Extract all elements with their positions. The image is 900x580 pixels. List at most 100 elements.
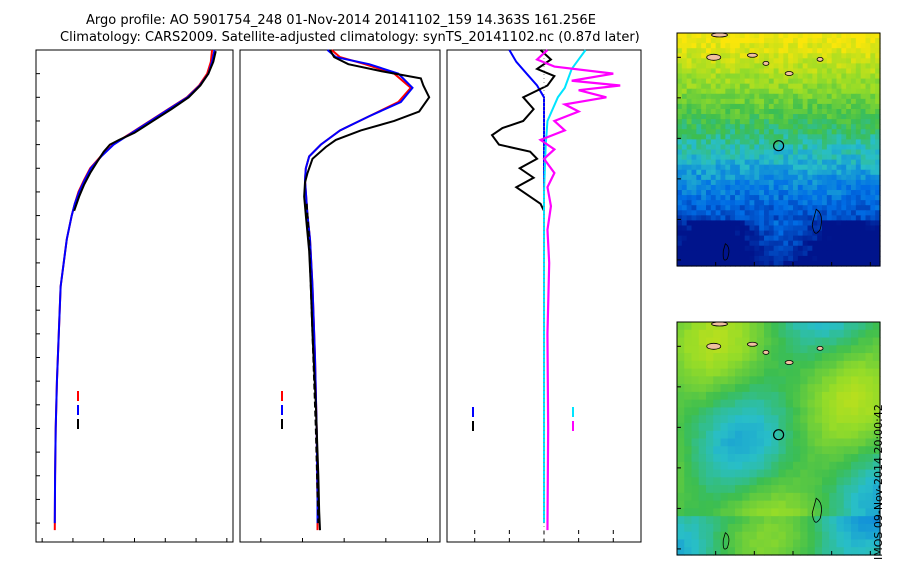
- map-cell: [817, 220, 823, 227]
- map-cell: [870, 88, 876, 95]
- island-shape: [762, 60, 770, 66]
- map-cell: [715, 169, 722, 176]
- map-cell: [836, 139, 842, 146]
- map-cell: [725, 124, 731, 130]
- map-cell: [744, 200, 751, 206]
- map-cell: [807, 485, 816, 494]
- map-cell: [713, 492, 722, 502]
- map-cell: [822, 531, 830, 541]
- map-cell: [677, 500, 685, 509]
- map-cell: [684, 422, 693, 432]
- map-cell: [684, 391, 693, 401]
- map-cell: [764, 469, 772, 478]
- map-cell: [822, 38, 828, 44]
- map-cell: [759, 169, 765, 176]
- map-cell: [735, 200, 741, 206]
- map-cell: [744, 174, 751, 181]
- map-cell: [841, 53, 847, 59]
- map-cell: [846, 215, 852, 222]
- map-cell: [851, 169, 857, 176]
- map-cell: [764, 53, 770, 59]
- map-cell: [771, 469, 780, 478]
- map-cell: [686, 215, 693, 222]
- map-cell: [778, 53, 784, 59]
- map-cell: [793, 508, 801, 517]
- map-cell: [727, 477, 736, 486]
- map-cell: [764, 220, 770, 227]
- map-cell: [701, 235, 707, 242]
- map-cell: [817, 260, 823, 267]
- map-cell: [797, 129, 804, 135]
- map-cell: [735, 399, 743, 409]
- map-cell: [684, 399, 693, 409]
- map-cell: [865, 43, 871, 49]
- map-cell: [727, 376, 736, 385]
- map-cell: [701, 205, 707, 211]
- map-cell: [788, 255, 794, 262]
- map-cell: [754, 235, 760, 242]
- map-cell: [802, 174, 809, 181]
- map-cell: [851, 353, 859, 362]
- map-cell: [826, 38, 833, 44]
- map-cell: [701, 154, 707, 161]
- map-cell: [814, 399, 823, 409]
- map-cell: [870, 190, 876, 196]
- map-cell: [735, 240, 741, 247]
- map-cell: [684, 353, 693, 362]
- map-cell: [735, 205, 741, 211]
- map-cell: [865, 516, 874, 525]
- map-cell: [691, 139, 697, 146]
- map-cell: [851, 220, 857, 227]
- map-cell: [855, 149, 862, 156]
- map-cell: [773, 129, 780, 135]
- map-cell: [720, 159, 726, 166]
- map-cell: [735, 235, 741, 242]
- map-cell: [817, 53, 823, 59]
- map-cell: [742, 500, 751, 509]
- map-cell: [793, 438, 801, 447]
- map-cell: [684, 531, 693, 541]
- map-cell: [865, 169, 871, 176]
- map-cell: [681, 179, 688, 186]
- map-cell: [841, 93, 847, 100]
- map-cell: [851, 531, 859, 541]
- map-cell: [756, 430, 765, 440]
- map-cell: [802, 200, 809, 206]
- map-cell: [691, 174, 697, 181]
- map-cell: [701, 240, 707, 247]
- map-cell: [870, 250, 876, 257]
- map-cell: [783, 149, 789, 156]
- map-cell: [684, 329, 693, 339]
- map-cell: [865, 205, 871, 211]
- map-cell: [773, 179, 780, 186]
- map-cell: [739, 53, 746, 59]
- map-cell: [778, 240, 784, 247]
- map-cell: [870, 103, 876, 110]
- map-cell: [739, 114, 746, 120]
- map-cell: [686, 179, 693, 186]
- map-cell: [691, 78, 697, 85]
- map-cell: [730, 53, 736, 59]
- map-cell: [846, 83, 852, 90]
- map-cell: [771, 547, 780, 556]
- map-cell: [696, 260, 702, 267]
- map-cell: [843, 539, 852, 548]
- map-cell: [715, 225, 722, 232]
- map-cell: [860, 210, 867, 216]
- map-cell: [783, 134, 789, 140]
- map-cell: [698, 345, 707, 354]
- map-cell: [739, 73, 746, 80]
- map-cell: [841, 210, 847, 216]
- map-cell: [865, 492, 874, 502]
- map-cell: [865, 220, 871, 227]
- map-cell: [677, 134, 683, 140]
- map-cell: [807, 353, 816, 362]
- map-cell: [725, 164, 731, 171]
- map-cell: [831, 63, 838, 70]
- map-cell: [870, 144, 876, 151]
- map-cell: [715, 93, 722, 100]
- map-cell: [785, 384, 794, 393]
- map-cell: [742, 469, 751, 478]
- map-cell: [701, 255, 707, 262]
- map-cell: [807, 139, 813, 146]
